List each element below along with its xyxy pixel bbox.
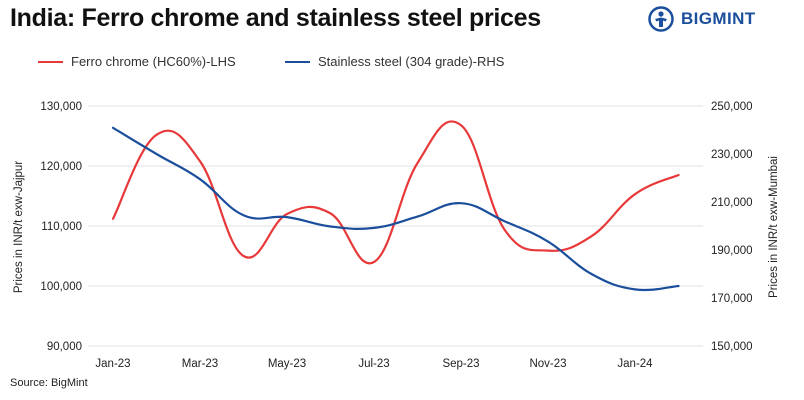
x-tick-label: Sep-23 <box>442 358 479 370</box>
right-tick-label: 230,000 <box>711 149 753 161</box>
legend-swatch-blue <box>285 60 310 63</box>
left-tick-label: 130,000 <box>40 101 82 113</box>
right-tick-label: 150,000 <box>711 341 753 353</box>
legend-item-stainless-steel: Stainless steel (304 grade)-RHS <box>285 54 504 69</box>
chart-legend: Ferro chrome (HC60%)-LHS Stainless steel… <box>0 54 804 74</box>
x-tick-label: Jan-23 <box>95 358 130 370</box>
series-lines <box>111 120 680 292</box>
chart-title: India: Ferro chrome and stainless steel … <box>10 4 541 32</box>
x-tick-label: Nov-23 <box>529 358 566 370</box>
source-note: Source: BigMint <box>10 377 88 389</box>
left-tick-label: 120,000 <box>40 161 82 173</box>
right-axis-ticks: 150,000 170,000 190,000 210,000 230,000 250,0… <box>711 101 753 353</box>
brand-name: BIGMINT <box>681 9 756 28</box>
x-axis-ticks: Jan-23 Mar-23 May-23 Jul-23 Sep-23 Nov-23 Jan-… <box>95 358 653 370</box>
right-tick-label: 190,000 <box>711 245 753 257</box>
right-axis-title: Prices in INR/t exw-Mumbai <box>768 156 780 298</box>
left-axis-ticks: 90,000 100,000 110,000 120,000 130,000 <box>40 101 82 353</box>
x-tick-label: Jan-24 <box>617 358 653 370</box>
legend-item-ferro-chrome: Ferro chrome (HC60%)-LHS <box>38 54 236 69</box>
brand-logo: BIGMINT <box>648 6 756 32</box>
x-tick-label: Jul-23 <box>358 358 389 370</box>
stainless-steel-line <box>111 126 680 292</box>
bigmint-logo-icon <box>648 6 674 32</box>
right-tick-label: 170,000 <box>711 293 753 305</box>
left-tick-label: 100,000 <box>40 281 82 293</box>
ferro-chrome-line <box>111 120 680 265</box>
legend-swatch-red <box>38 60 63 63</box>
legend-label-stainless-steel: Stainless steel (304 grade)-RHS <box>318 54 505 69</box>
left-tick-label: 110,000 <box>41 221 82 233</box>
x-tick-label: Mar-23 <box>182 358 218 370</box>
x-tick-label: May-23 <box>268 358 306 370</box>
right-tick-label: 250,000 <box>711 101 753 113</box>
left-axis-title: Prices in INR/t exw-Jajpur <box>13 161 25 293</box>
legend-label-ferro-chrome: Ferro chrome (HC60%)-LHS <box>71 54 236 69</box>
grid-lines <box>88 105 703 347</box>
left-tick-label: 90,000 <box>47 341 82 353</box>
right-tick-label: 210,000 <box>711 197 753 209</box>
